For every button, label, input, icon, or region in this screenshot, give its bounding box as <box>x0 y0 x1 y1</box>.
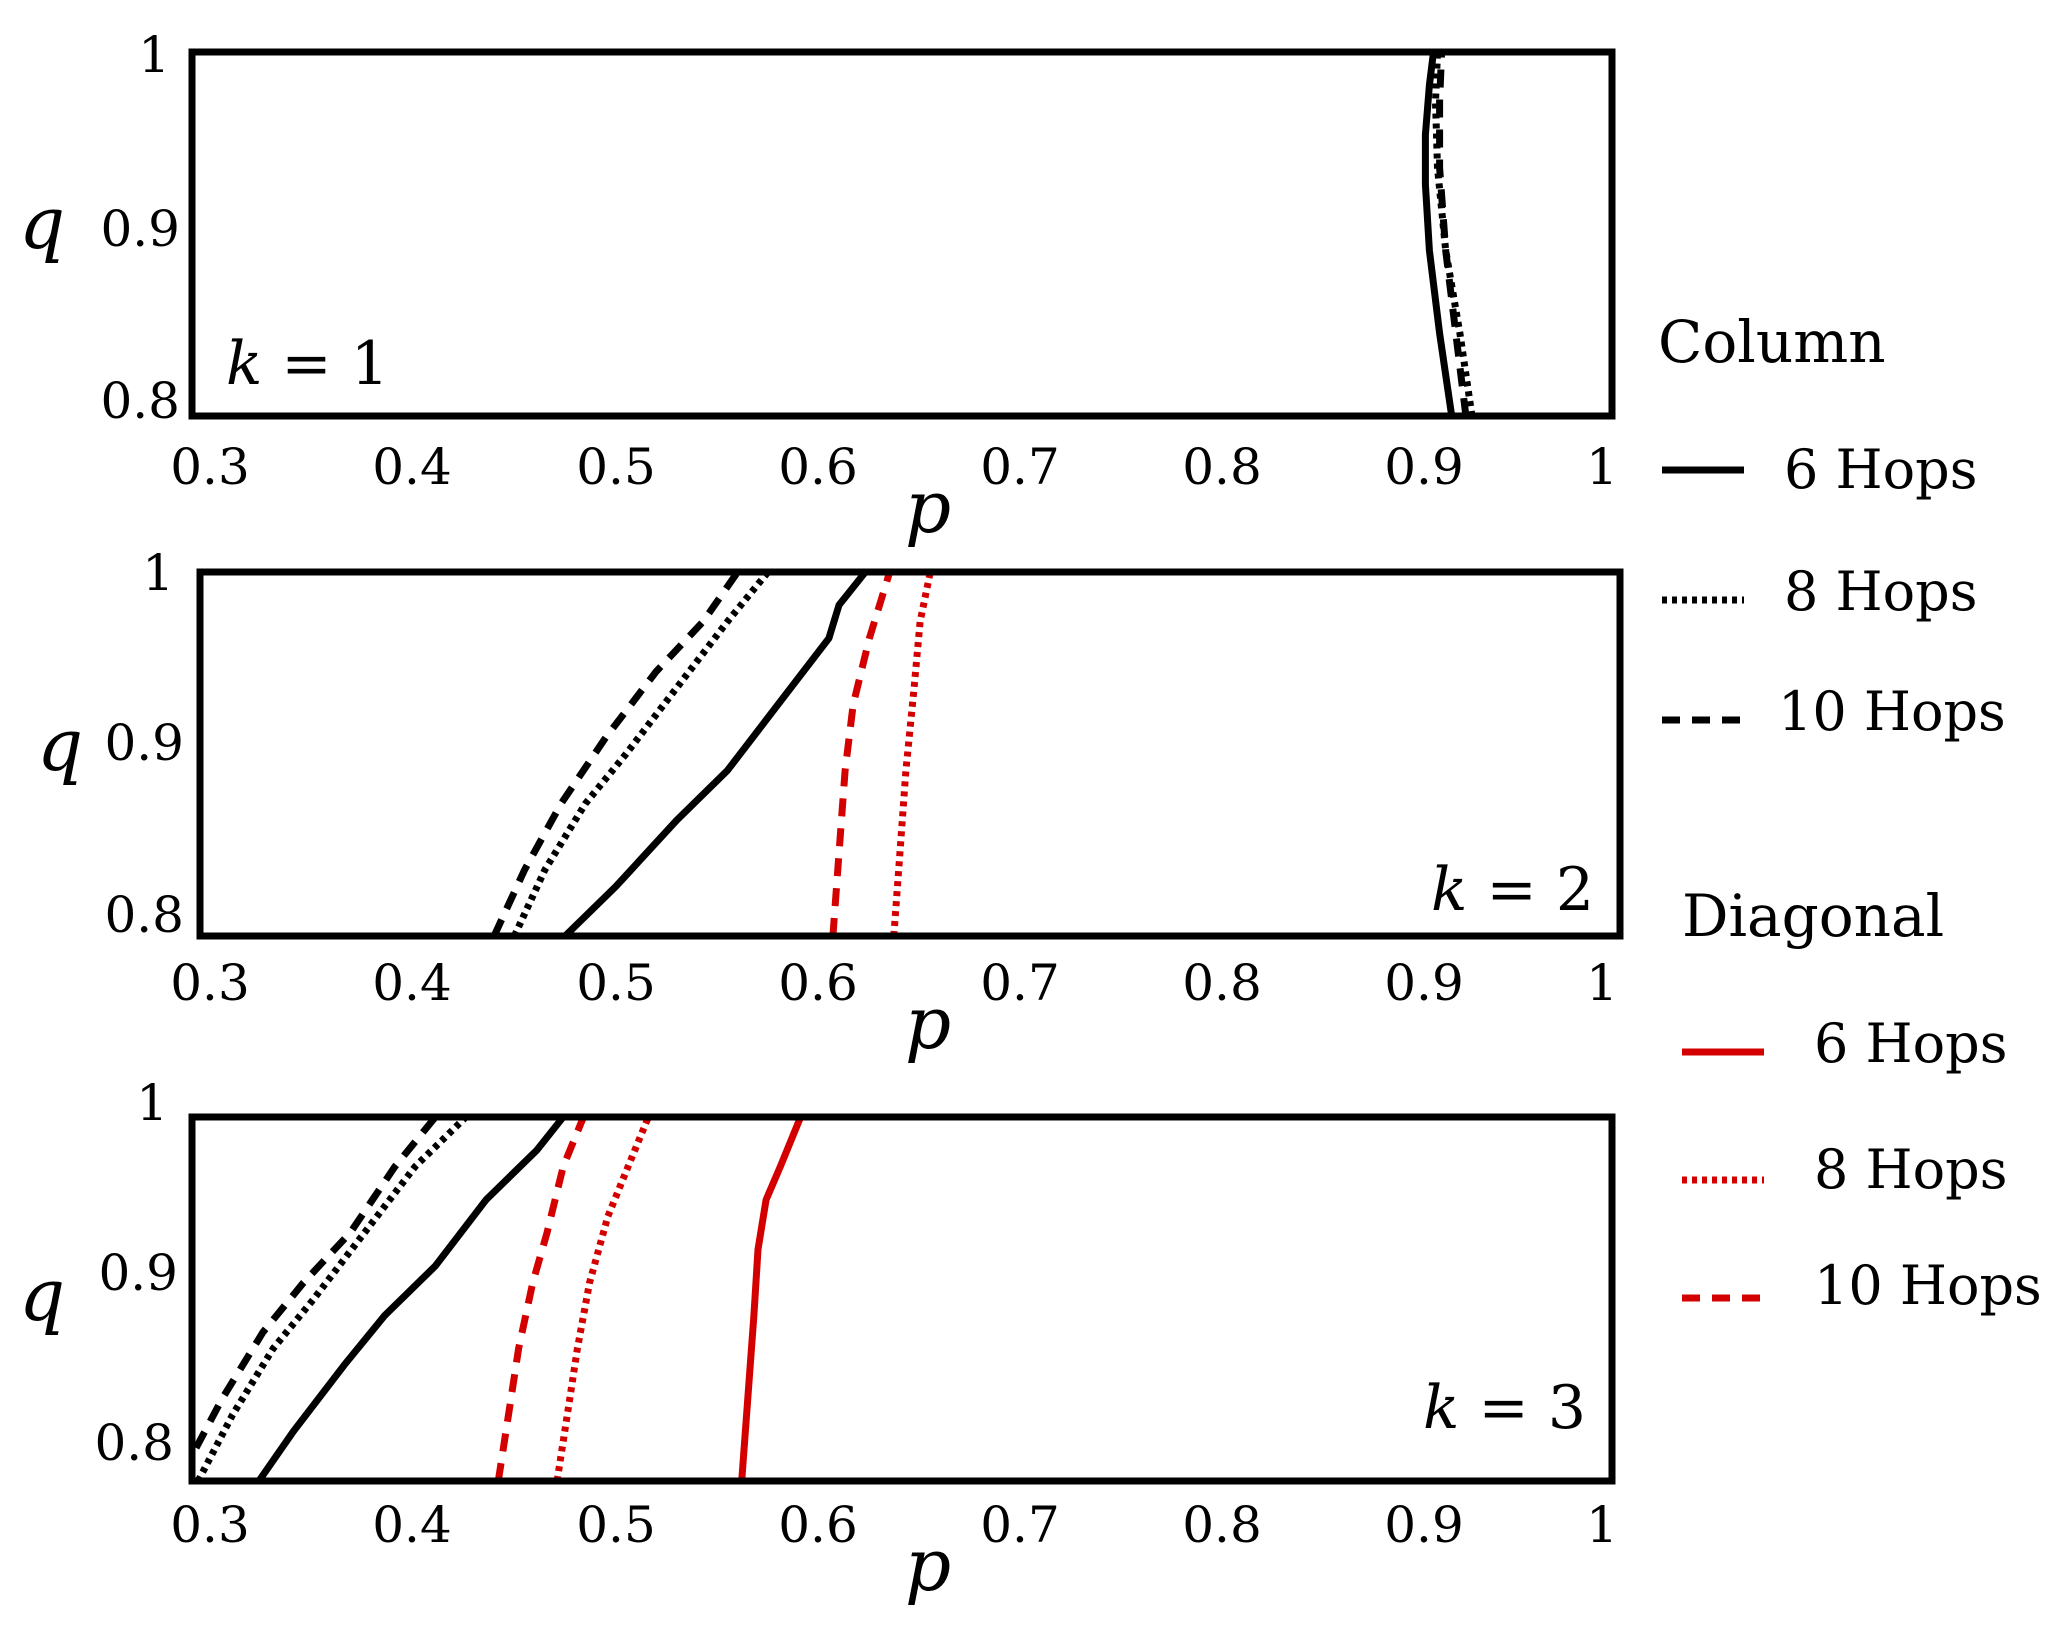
y-tick-label: 1 <box>142 544 174 602</box>
x-tick-label: 0.4 <box>372 1496 452 1554</box>
panel-k2: 0.3 0.4 0.5 0.6 0.7 0.8 0.9 1 0.8 0.9 1 … <box>37 544 1624 1065</box>
series-column-10-hops <box>193 1114 439 1450</box>
x-tick-label: 0.6 <box>778 438 858 496</box>
x-tick-label: 0.8 <box>1182 1496 1262 1554</box>
panel-k3-label: k = 3 <box>1423 1373 1586 1443</box>
panel-k1-series <box>1421 51 1476 417</box>
legend-diagonal-title: Diagonal <box>1682 882 1944 950</box>
y-tick-label: 0.9 <box>104 714 184 772</box>
panel-k3-series <box>193 1114 804 1483</box>
y-tick-label: 0.8 <box>100 372 180 430</box>
legend-column-title: Column <box>1658 308 1886 376</box>
panel-k1-xticks: 0.3 0.4 0.5 0.6 0.7 0.8 0.9 1 <box>170 438 1618 496</box>
legend-column-10-hops-label: 10 Hops <box>1778 680 2006 743</box>
panel-k3-x-axis-label: p <box>905 1523 951 1607</box>
panel-k1-x-axis-label: p <box>905 465 951 549</box>
series-column-10-hops <box>1436 51 1470 417</box>
panel-k3: 0.3 0.4 0.5 0.6 0.7 0.8 0.9 1 0.8 0.9 1 … <box>19 1074 1618 1607</box>
series-diagonal-10-hops <box>494 1115 587 1482</box>
panel-k2-frame <box>196 568 1624 940</box>
panel-k3-xticks: 0.3 0.4 0.5 0.6 0.7 0.8 0.9 1 <box>170 1496 1618 1554</box>
x-tick-label: 0.3 <box>170 438 250 496</box>
panel-k1-frame <box>188 48 1616 420</box>
series-diagonal-8-hops <box>553 1115 652 1482</box>
series-column-6-hops <box>256 1114 566 1483</box>
y-tick-label: 0.9 <box>98 1244 178 1302</box>
series-column-6-hops <box>562 569 869 939</box>
series-diagonal-8-hops <box>890 571 934 937</box>
panel-k1-label: k = 1 <box>226 329 389 399</box>
panel-k2-x-axis-label: p <box>905 981 951 1065</box>
series-column-8-hops <box>194 1114 469 1483</box>
panel-k1-y-axis-label: q <box>19 181 65 265</box>
series-column-6-hops <box>1421 51 1456 417</box>
x-tick-label: 0.4 <box>372 954 452 1012</box>
panel-k1-yticks: 0.8 0.9 1 <box>100 26 180 430</box>
y-tick-label: 0.8 <box>104 886 184 944</box>
series-diagonal-6-hops <box>738 1115 804 1482</box>
x-tick-label: 0.7 <box>980 954 1060 1012</box>
x-tick-label: 1 <box>1586 1496 1618 1554</box>
y-tick-label: 0.9 <box>100 200 180 258</box>
x-tick-label: 0.5 <box>576 954 656 1012</box>
legend-column-8-hops-label: 8 Hops <box>1784 560 1977 623</box>
y-tick-label: 1 <box>136 1074 168 1132</box>
panel-k2-xticks: 0.3 0.4 0.5 0.6 0.7 0.8 0.9 1 <box>170 954 1618 1012</box>
panel-k2-yticks: 0.8 0.9 1 <box>104 544 184 944</box>
x-tick-label: 0.6 <box>778 1496 858 1554</box>
x-tick-label: 0.8 <box>1182 954 1262 1012</box>
x-tick-label: 0.7 <box>980 1496 1060 1554</box>
y-tick-label: 0.8 <box>94 1414 174 1472</box>
panel-k2-label: k = 2 <box>1431 855 1594 925</box>
x-tick-label: 0.3 <box>170 1496 250 1554</box>
x-tick-label: 1 <box>1586 438 1618 496</box>
series-column-8-hops <box>511 569 771 938</box>
x-tick-label: 0.5 <box>576 1496 656 1554</box>
panel-k1: 0.3 0.4 0.5 0.6 0.7 0.8 0.9 1 0.8 0.9 1 … <box>19 26 1618 549</box>
panel-k3-y-axis-label: q <box>19 1253 65 1337</box>
legend-diagonal-6-hops-label: 6 Hops <box>1814 1012 2007 1075</box>
x-tick-label: 0.9 <box>1384 1496 1464 1554</box>
x-tick-label: 0.5 <box>576 438 656 496</box>
panel-k2-y-axis-label: q <box>37 703 83 787</box>
panel-k3-yticks: 0.8 0.9 1 <box>94 1074 178 1472</box>
x-tick-label: 0.9 <box>1384 438 1464 496</box>
panel-k2-series <box>490 569 934 939</box>
legend-diagonal-8-hops-label: 8 Hops <box>1814 1138 2007 1201</box>
series-diagonal-10-hops <box>829 570 894 937</box>
x-tick-label: 0.7 <box>980 438 1060 496</box>
x-tick-label: 0.4 <box>372 438 452 496</box>
x-tick-label: 0.6 <box>778 954 858 1012</box>
series-column-10-hops <box>490 570 741 938</box>
x-tick-label: 0.3 <box>170 954 250 1012</box>
legend: Column 6 Hops 8 Hops 10 Hops Diagonal 6 … <box>1658 308 2042 1317</box>
legend-diagonal-10-hops-label: 10 Hops <box>1814 1254 2042 1317</box>
y-tick-label: 1 <box>138 26 170 84</box>
panel-k3-frame <box>188 1113 1616 1485</box>
legend-column-6-hops-label: 6 Hops <box>1784 438 1977 501</box>
x-tick-label: 0.8 <box>1182 438 1262 496</box>
x-tick-label: 1 <box>1586 954 1618 1012</box>
x-tick-label: 0.9 <box>1384 954 1464 1012</box>
